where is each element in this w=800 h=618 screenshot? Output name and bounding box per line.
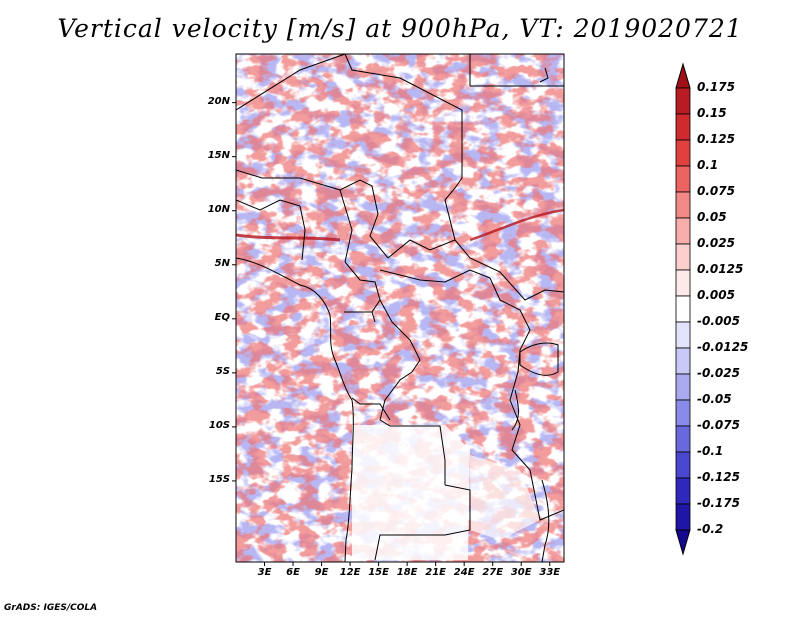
lon-tick-label: 15E (368, 567, 389, 578)
colorbar-swatch (675, 243, 691, 271)
colorbar-label: 0.075 (697, 184, 735, 198)
colorbar-label: 0.025 (697, 236, 735, 250)
colorbar-label: -0.175 (697, 496, 740, 510)
lon-tick-label: 18E (396, 567, 418, 578)
coastline (236, 67, 559, 562)
colorbar-swatch (675, 321, 691, 349)
colorbar-swatch (675, 113, 691, 141)
lon-tick-label: 24E (453, 567, 475, 578)
lat-tick-label: 10S (208, 419, 230, 431)
lat-tick-label: 10N (207, 203, 230, 215)
colorbar-max-triangle (675, 62, 691, 89)
colorbar-label: 0.175 (697, 80, 735, 94)
colorbar-swatch (675, 139, 691, 167)
lat-tick-label: 20N (207, 95, 230, 107)
colorbar-label: 0.05 (697, 210, 727, 224)
lat-tick-label: 15S (208, 473, 230, 485)
credit-text: GrADS: IGES/COLA (4, 603, 98, 613)
colorbar-label: -0.075 (697, 418, 740, 432)
colorbar-swatch (675, 477, 691, 505)
lon-tick-label: 9E (314, 567, 329, 578)
colorbar-swatch (675, 373, 691, 401)
lat-tick-label: 15N (207, 149, 230, 161)
colorbar-swatch (675, 347, 691, 375)
colorbar-swatch (675, 503, 691, 531)
colorbar-label: 0.005 (697, 288, 735, 302)
velocity-field (236, 54, 564, 562)
colorbar-label: -0.2 (697, 522, 724, 536)
colorbar-label: -0.005 (697, 314, 740, 328)
country-borders (236, 54, 564, 561)
colorbar-swatch (675, 217, 691, 245)
lat-tick-label: 5S (215, 365, 230, 377)
colorbar-label: -0.05 (697, 392, 732, 406)
colorbar-label: -0.1 (697, 444, 724, 458)
colorbar-label: -0.025 (697, 366, 740, 380)
colorbar-label: 0.125 (697, 132, 735, 146)
colorbar-swatch (675, 295, 691, 323)
axis-ticks (232, 102, 551, 566)
map-frame (235, 53, 565, 563)
lat-tick-label: 5N (214, 257, 230, 269)
lon-tick-label: 21E (425, 567, 447, 578)
colorbar-label: 0.1 (697, 158, 719, 172)
colorbar-label: 0.0125 (697, 262, 744, 276)
lat-tick-label: EQ (214, 311, 230, 323)
lon-tick-label: 6E (286, 567, 300, 578)
colorbar-swatch (675, 451, 691, 479)
colorbar-swatch (675, 269, 691, 297)
colorbar-label: 0.15 (697, 106, 727, 120)
colorbar-label: -0.0125 (697, 340, 749, 354)
lon-tick-label: 33E (539, 567, 561, 578)
colorbar (675, 62, 691, 556)
colorbar-min-triangle (675, 529, 691, 556)
colorbar-swatch (675, 87, 691, 115)
colorbar-swatch (675, 165, 691, 193)
lon-tick-label: 3E (257, 567, 272, 578)
lon-tick-label: 30E (510, 567, 532, 578)
lon-tick-label: 12E (339, 567, 361, 578)
colorbar-swatch (675, 425, 691, 453)
map-title: Vertical velocity [m/s] at 900hPa, VT: 2… (57, 14, 743, 43)
colorbar-swatch (675, 399, 691, 427)
colorbar-label: -0.125 (697, 470, 740, 484)
colorbar-swatch (675, 191, 691, 219)
lon-tick-label: 27E (482, 567, 504, 578)
